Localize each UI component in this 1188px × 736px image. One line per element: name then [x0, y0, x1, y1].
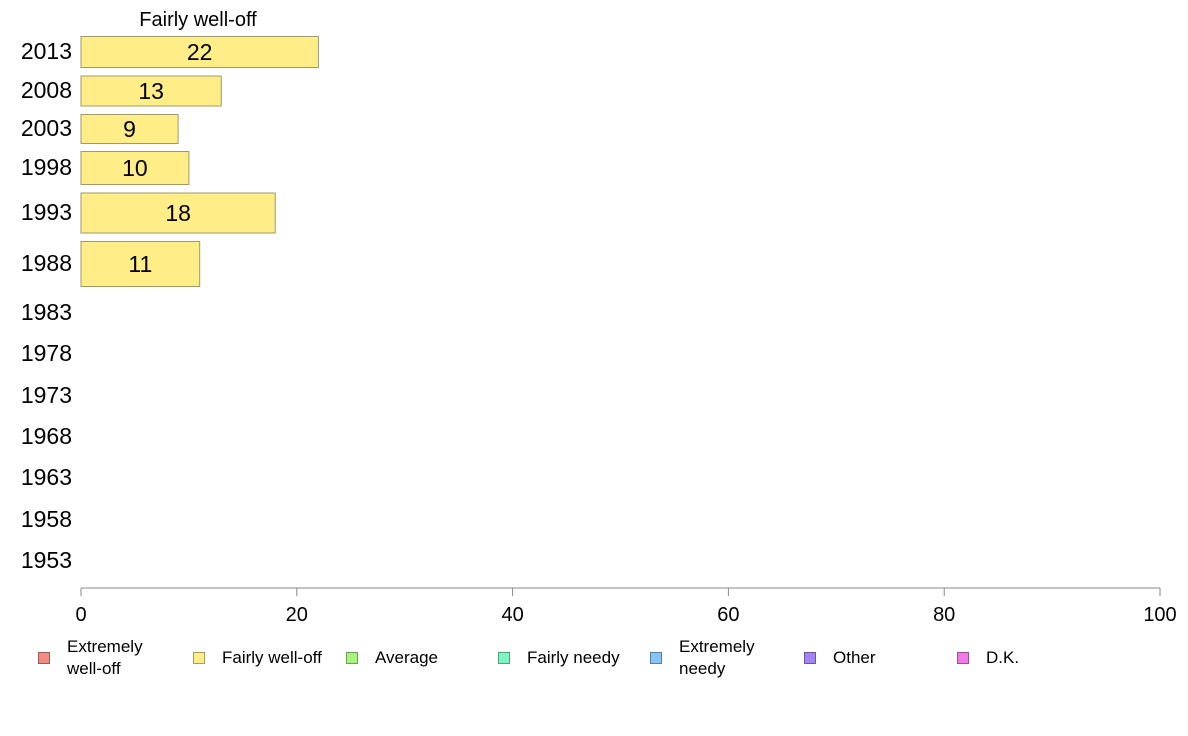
- legend-item: Fairly well-off: [193, 637, 322, 679]
- year-label: 1978: [21, 340, 72, 366]
- legend-label: Fairly well-off: [222, 648, 322, 667]
- bar-value-label: 22: [187, 39, 213, 65]
- x-tick-label: 60: [717, 604, 739, 626]
- legend-swatch: [193, 652, 205, 664]
- year-label: 1968: [21, 423, 72, 449]
- year-label: 1953: [21, 547, 72, 573]
- year-label: 1973: [21, 382, 72, 408]
- year-label: 2003: [21, 115, 72, 141]
- chart-title: Fairly well-off: [139, 9, 257, 31]
- legend-swatch: [804, 652, 816, 664]
- x-tick-label: 20: [286, 604, 308, 626]
- bars-layer: 22 139 10 18 11: [80, 36, 319, 287]
- legend-swatch: [38, 652, 50, 664]
- bar: [80, 192, 276, 234]
- bar: [80, 151, 190, 185]
- x-tick-label: 80: [933, 604, 955, 626]
- year-label: 2008: [21, 77, 72, 103]
- x-axis: 0 20 40 60 80 100: [75, 587, 1177, 626]
- legend-swatch: [650, 652, 662, 664]
- legend-swatch: [346, 652, 358, 664]
- year-label: 2013: [21, 38, 72, 64]
- legend-label: Extremely needy: [679, 637, 755, 678]
- legend-label: Other: [833, 648, 876, 667]
- bar: [80, 241, 201, 287]
- legend-item: Extremely needy: [650, 637, 755, 679]
- legend-label: Average: [375, 648, 439, 667]
- bar-value-label: 11: [128, 251, 152, 277]
- legend-label: D.K.: [986, 648, 1020, 667]
- x-tick-label: 40: [501, 604, 523, 626]
- bar: [80, 36, 319, 68]
- bar-value-label: 10: [122, 155, 148, 181]
- legend-item: Other: [804, 637, 876, 679]
- bar-value-label: 13: [138, 78, 164, 104]
- x-tick-label: 100: [1143, 604, 1176, 626]
- year-labels: 2013 2008 2003 1998 1993 1988 1983 1978 1973 1968…: [21, 38, 72, 573]
- year-label: 1993: [21, 199, 72, 225]
- bar: [80, 114, 179, 144]
- legend-item: Fairly needy: [498, 637, 620, 679]
- chart-canvas: Fairly well-off 22 139 10 18 11 2013 2008 2003…: [21, 9, 1177, 626]
- year-label: 1958: [21, 506, 72, 532]
- x-tick-label: 0: [75, 604, 86, 626]
- legend-swatch: [957, 652, 969, 664]
- legend-item: Average: [346, 637, 438, 679]
- year-label: 1998: [21, 154, 72, 180]
- bar-value-label: 18: [165, 200, 191, 226]
- year-label: 1963: [21, 464, 72, 490]
- bar: [80, 75, 222, 107]
- legend: Extremely well-off Fairly well-off Average…: [38, 637, 1158, 687]
- year-label: 1983: [21, 299, 72, 325]
- bar-value-label: 9: [123, 116, 136, 142]
- legend-item: D.K.: [957, 637, 1019, 679]
- legend-label: Fairly needy: [527, 648, 620, 667]
- year-label: 1988: [21, 250, 72, 276]
- legend-item: Extremely well-off: [38, 637, 143, 679]
- legend-swatch: [498, 652, 510, 664]
- legend-label: Extremely well-off: [67, 637, 143, 678]
